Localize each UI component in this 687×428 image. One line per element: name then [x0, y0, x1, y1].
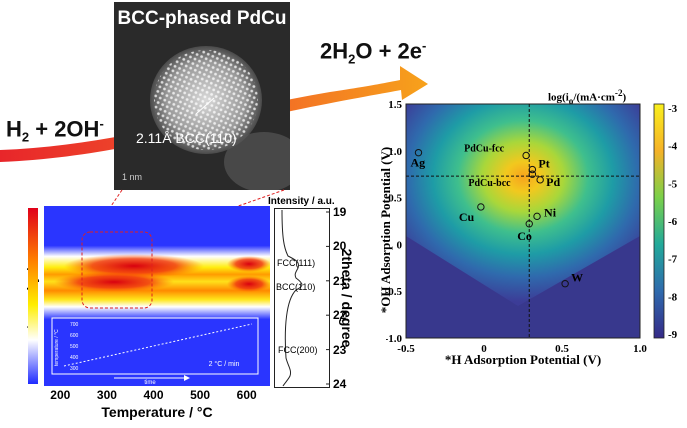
stem-title: BCC-phased PdCu [117, 8, 287, 29]
volcano-xtick: 0.5 [555, 343, 569, 355]
heatmap-xticks: 200 300 400 500 600 [44, 388, 270, 404]
colorbar-tick: -5 [668, 178, 678, 190]
colorbar-tick: -9 [668, 329, 678, 341]
inset-ytick: 400 [70, 355, 79, 361]
xrd-ylabel: 2theta / degree [339, 248, 355, 348]
peak-label: FCC(111) [277, 258, 315, 268]
colorbar-tick: -4 [668, 141, 678, 153]
xrd-top-label: Intensity / a.u. [268, 196, 335, 207]
volcano-colorbar [653, 103, 665, 339]
heatmap-xtick: 400 [143, 388, 164, 402]
volcano-point [522, 151, 530, 160]
reaction-arrow [0, 66, 428, 162]
scale-bar-label: 1 nm [122, 172, 143, 182]
heatmap-plot: time 2 °C / min temperature / °C 300 400 5… [44, 206, 270, 386]
volcano-point [477, 203, 485, 211]
volcano-point [533, 212, 541, 221]
temperature-inset [51, 317, 259, 375]
inset-ytick: 700 [70, 322, 79, 328]
volcano-point-label: Co [517, 229, 532, 243]
inset-rate-label: 2 °C / min [209, 360, 240, 368]
inset-ylabel: temperature / °C [54, 329, 60, 366]
xrd-ytick: 21 [333, 273, 347, 288]
peak-label: FCC(200) [278, 345, 318, 355]
colorbar-tick: -6 [668, 216, 678, 228]
xrd-curve [281, 209, 303, 387]
xrd-ytick: 24 [333, 377, 347, 391]
lattice-spacing-label: 2.11Å BCC(110) [136, 130, 237, 146]
colorbar-tick: -7 [668, 254, 678, 266]
volcano-xtick: -0.5 [397, 343, 415, 355]
colorbar-tick: -8 [668, 291, 678, 303]
inset-ytick: 300 [70, 366, 79, 372]
volcano-point [561, 280, 569, 288]
inset-time-label: time [144, 380, 156, 386]
intensity-colorbar [28, 208, 38, 384]
volcano-point [414, 148, 423, 157]
volcano-point [525, 220, 533, 228]
volcano-point-label: W [571, 271, 583, 285]
zoom-region-box [81, 231, 153, 309]
xrd-ticks [326, 211, 330, 385]
products-equation: 2H2O + 2e- [320, 38, 427, 67]
heatmap-xtick: 500 [190, 388, 211, 402]
heatmap-xlabel: Temperature / °C [101, 404, 213, 420]
volcano-point [528, 165, 537, 174]
volcano-point-label: Ni [544, 205, 557, 219]
volcano-ticks: -0.5 0 0.5 1.01.51.00.50-0.5-1.0-3-4-5-6-7-… [386, 99, 678, 355]
volcano-point-label: PdCu-fcc [464, 143, 505, 154]
colorbar-tick: -3 [668, 103, 678, 115]
volcano-xlabel: *H Adsorption Potential (V) [444, 352, 602, 367]
volcano-point [536, 176, 544, 184]
volcano-points: Ag PdCu-fcc Pt PdCu-bcc Pd Cu Ni Co W [410, 143, 583, 288]
stem-image: BCC-phased PdCu 2.11Å BCC(110) 1 nm [114, 2, 290, 190]
colorbar-title: log(io/(mA·cm-2) [548, 88, 627, 106]
volcano-ylabel: *OH Adsorption Potential (V) [378, 146, 393, 314]
volcano-ytick: -0.5 [386, 286, 402, 298]
inset-ytick: 600 [70, 333, 79, 339]
volcano-ytick: 0.5 [388, 193, 402, 205]
volcano-point-label: PdCu-bcc [468, 178, 511, 189]
xrd-ytick: 19 [333, 205, 347, 219]
volcano-point-label: Pd [546, 175, 560, 189]
xrd-ytick: 23 [333, 342, 347, 357]
volcano-xtick: 1.0 [633, 343, 647, 355]
xrd-ytick: 22 [333, 308, 347, 323]
peak-label: BCC(110) [276, 282, 315, 292]
reactants-equation: H2 + 2OH- [6, 116, 104, 145]
heatmap-xtick: 600 [236, 388, 257, 402]
xrd-ytick: 20 [333, 239, 347, 254]
stem-lattice [114, 2, 290, 190]
volcano-point-label: Ag [410, 156, 425, 170]
heatmap-xtick: 200 [50, 388, 71, 402]
volcano-point-label: Cu [459, 210, 475, 224]
volcano-ytick: 0 [397, 239, 403, 251]
volcano-point [528, 170, 537, 178]
volcano-ytick: 1.5 [388, 99, 402, 111]
volcano-ytick: -1.0 [386, 333, 402, 345]
volcano-xtick: 0 [481, 343, 487, 355]
inset-ytick: 500 [70, 344, 79, 350]
volcano-point-label: Pt [538, 157, 549, 171]
inset-yticks: 300 400 500 600 700 [70, 322, 79, 372]
xrd-plot: FCC(111) BCC(110) FCC(200) [274, 208, 330, 388]
heatmap-xtick: 300 [96, 388, 117, 402]
volcano-ytick: 1.0 [388, 146, 402, 158]
